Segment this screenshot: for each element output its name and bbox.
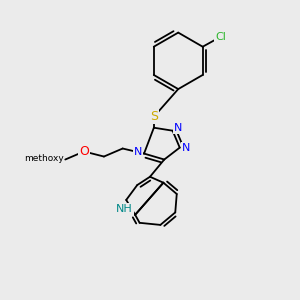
Text: N: N (134, 147, 142, 157)
Text: O: O (79, 145, 89, 158)
Text: N: N (174, 123, 182, 133)
Text: S: S (150, 110, 158, 123)
Text: methoxy: methoxy (24, 154, 64, 164)
Text: NH: NH (116, 204, 133, 214)
Text: Cl: Cl (215, 32, 226, 42)
Text: N: N (182, 142, 190, 153)
